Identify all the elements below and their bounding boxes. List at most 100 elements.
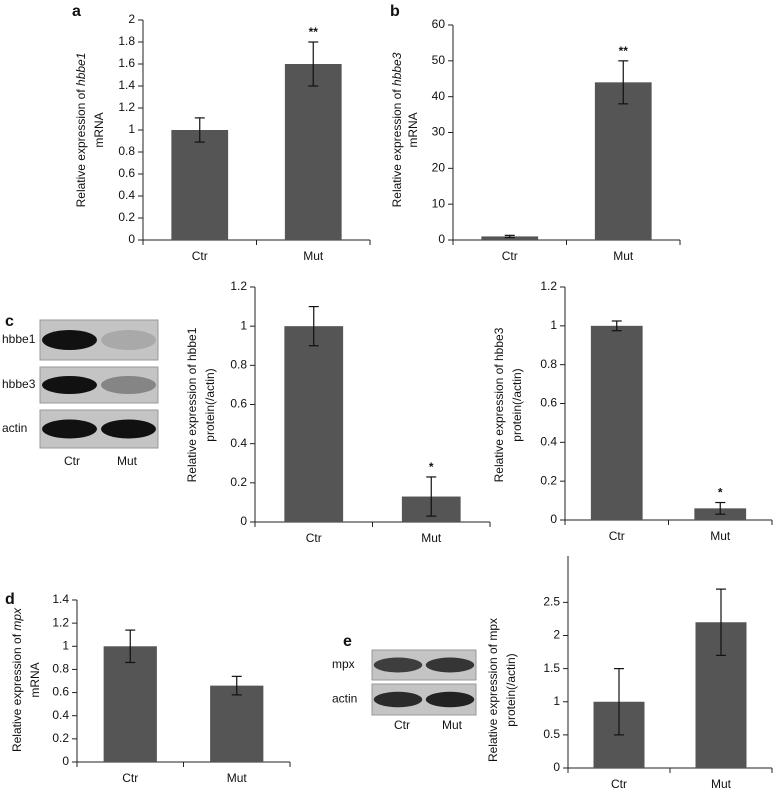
x-tick-label: Mut [711,777,732,788]
y-tick-label: 0.4 [230,436,247,450]
y-tick-label: 1.6 [118,56,135,70]
y-tick-label: 20 [432,161,446,175]
label-part: mRNA [406,112,420,147]
y-tick-label: 10 [432,196,446,210]
y-tick-label: 0.4 [52,708,69,722]
y-tick-label: 2.5 [543,595,560,609]
x-tick-label: Ctr [609,529,625,543]
y-tick-label: 0 [240,514,247,528]
y-tick-label: 0 [438,232,445,246]
y-tick-label: 2 [128,12,135,26]
y-tick-label: 1.4 [52,592,69,606]
y-tick-label: 0 [553,760,560,774]
x-tick-label: Ctr [611,777,627,788]
label-part: Relative expression of [10,631,24,752]
label-part: mpx [10,607,24,631]
label-part: mRNA [28,662,42,697]
x-tick-label: Mut [710,529,731,543]
bar [594,82,652,240]
y-axis-label: protein(/actin) [203,368,217,441]
y-tick-label: 1.2 [230,279,247,293]
y-axis-label: mRNA [92,112,106,147]
bar [171,130,229,240]
y-tick-label: 1 [128,122,135,136]
significance: * [718,486,723,500]
x-tick-label: Mut [421,531,442,545]
panel-letter: c [5,313,14,330]
y-tick-label: 50 [432,53,446,67]
y-tick-label: 0.8 [118,144,135,158]
blot-lane-label: Mut [442,718,463,732]
label-part: hbbe1 [74,53,88,86]
y-tick-label: 1.5 [543,661,560,675]
y-tick-label: 1 [62,638,69,652]
y-tick-label: 0 [62,754,69,768]
label-part: Relative expression of [390,86,404,207]
y-tick-label: 1 [240,318,247,332]
y-tick-label: 1.2 [540,279,557,293]
panel-letter: d [5,591,15,608]
y-tick-label: 30 [432,125,446,139]
y-tick-label: 40 [432,89,446,103]
x-tick-label: Ctr [502,249,518,263]
blot-band [42,376,97,394]
y-tick-label: 0.2 [230,475,247,489]
panel-letter: a [72,3,81,20]
x-tick-label: Ctr [306,531,322,545]
label-part: protein(/actin) [203,368,217,441]
y-axis-label: mRNA [406,112,420,147]
blot-band [42,419,97,439]
y-axis-label: Relative expression of mpx [486,618,500,762]
blot-lane-label: Mut [117,454,138,468]
y-tick-label: 1.4 [118,78,135,92]
blot-row-label: hbbe3 [2,377,36,391]
label-part: Relative expression of hbbe1 [185,327,199,482]
blot-band [101,419,156,439]
y-tick-label: 1.2 [118,100,135,114]
y-tick-label: 1 [550,318,557,332]
y-tick-label: 1.2 [52,615,69,629]
blot-row-label: actin [332,692,357,706]
y-tick-label: 1.8 [118,34,135,48]
y-axis-label: Relative expression of hbbe3 [390,52,404,207]
blot-band [373,691,423,708]
y-axis-label: mRNA [28,662,42,697]
label-part: Relative expression of [74,86,88,207]
x-tick-label: Ctr [122,771,138,785]
y-tick-label: 0.8 [52,662,69,676]
bar [103,646,157,762]
y-tick-label: 0.6 [230,397,247,411]
blot-band [42,330,97,350]
bar [590,325,643,520]
y-tick-label: 0.5 [543,727,560,741]
bar [481,236,539,240]
y-tick-label: 0.2 [540,473,557,487]
y-tick-label: 2 [553,628,560,642]
label-part: Relative expression of mpx [486,618,500,762]
label-part: protein(/actin) [510,368,524,441]
blot-band [101,376,156,394]
x-tick-label: Mut [303,249,324,263]
blot-row-label: actin [2,421,27,435]
y-axis-label: protein(/actin) [504,653,518,726]
bar [284,64,342,240]
y-tick-label: 0.6 [540,396,557,410]
x-tick-label: Mut [613,249,634,263]
blot-lane-label: Ctr [64,454,80,468]
y-tick-label: 0 [128,232,135,246]
significance: ** [309,25,319,39]
y-tick-label: 0.4 [118,188,135,202]
panel-letter: e [343,633,352,650]
y-tick-label: 0.6 [118,166,135,180]
y-tick-label: 0.2 [52,731,69,745]
y-axis-label: Relative expression of hbbe3 [492,327,506,482]
blot-row-label: mpx [332,657,355,671]
y-axis-label: protein(/actin) [510,368,524,441]
y-tick-label: 0 [550,512,557,526]
y-tick-label: 0.2 [118,210,135,224]
label-part: mRNA [92,112,106,147]
x-tick-label: Mut [227,771,248,785]
y-tick-label: 60 [432,17,446,31]
